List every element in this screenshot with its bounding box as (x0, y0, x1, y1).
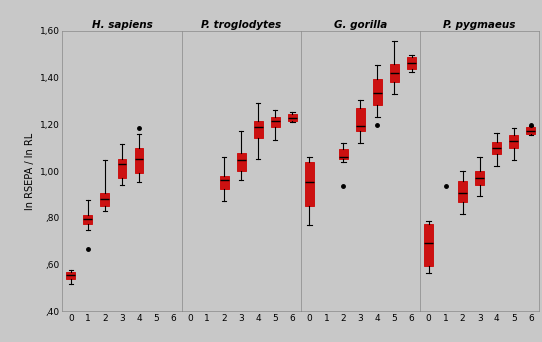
PathPatch shape (526, 127, 535, 134)
PathPatch shape (492, 143, 501, 154)
PathPatch shape (220, 176, 229, 189)
PathPatch shape (339, 149, 348, 159)
PathPatch shape (83, 215, 92, 224)
PathPatch shape (373, 79, 382, 105)
PathPatch shape (118, 159, 126, 177)
PathPatch shape (254, 121, 263, 138)
Title: H. sapiens: H. sapiens (92, 20, 152, 30)
Title: G. gorilla: G. gorilla (334, 20, 387, 30)
PathPatch shape (100, 193, 109, 206)
PathPatch shape (390, 64, 399, 82)
PathPatch shape (458, 181, 467, 202)
PathPatch shape (475, 171, 484, 185)
PathPatch shape (288, 115, 296, 121)
PathPatch shape (305, 162, 314, 206)
Title: P. pygmaeus: P. pygmaeus (443, 20, 516, 30)
PathPatch shape (509, 135, 518, 148)
PathPatch shape (424, 224, 433, 266)
PathPatch shape (237, 153, 246, 171)
Y-axis label: ln RSEPA / ln RL: ln RSEPA / ln RL (25, 132, 35, 210)
PathPatch shape (67, 272, 75, 279)
PathPatch shape (134, 148, 144, 173)
PathPatch shape (407, 57, 416, 69)
PathPatch shape (271, 117, 280, 127)
Title: P. troglodytes: P. troglodytes (201, 20, 281, 30)
PathPatch shape (356, 108, 365, 131)
